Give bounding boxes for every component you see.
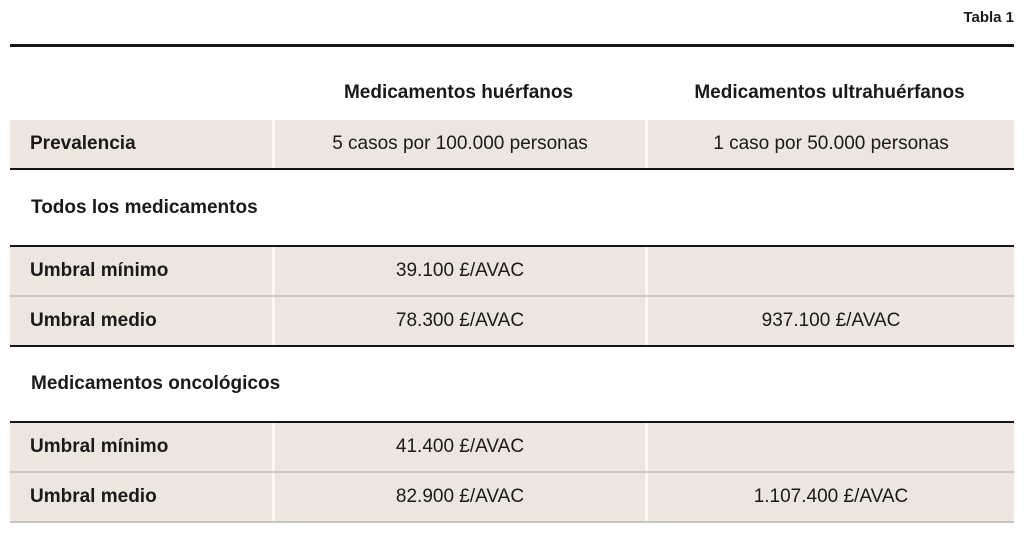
column-header-ultraorphan-drugs: Medicamentos ultrahuérfanos — [694, 82, 965, 103]
prevalence-orphan-value: 5 casos por 100.000 personas — [272, 120, 645, 168]
oncology-min-threshold-row: Umbral mínimo 41.400 £/AVAC — [10, 423, 1014, 471]
column-header-orphan-drugs: Medicamentos huérfanos — [343, 82, 574, 103]
table-content: Tabla 1 Medicamentos huérfanos Medicamen… — [10, 0, 1014, 523]
column-header-row: Medicamentos huérfanos Medicamentos ultr… — [10, 47, 1014, 120]
prevalence-ultraorphan-value: 1 caso por 50.000 personas — [645, 120, 1014, 168]
row-label-mid-threshold: Umbral medio — [30, 486, 157, 507]
rule-below-prevalence — [10, 168, 1014, 170]
prevalence-row: Prevalencia 5 casos por 100.000 personas… — [10, 120, 1014, 168]
all-drugs-mid-ultraorphan-value: 937.100 £/AVAC — [645, 297, 1014, 345]
row-label-prevalence: Prevalencia — [30, 133, 136, 154]
all-drugs-min-ultraorphan-value — [645, 247, 1014, 295]
row-label-min-threshold: Umbral mínimo — [30, 260, 169, 281]
oncology-min-orphan-value: 41.400 £/AVAC — [272, 423, 645, 471]
oncology-mid-orphan-value: 82.900 £/AVAC — [272, 473, 645, 521]
bottom-rule — [10, 521, 1014, 523]
row-label-mid-threshold: Umbral medio — [30, 310, 157, 331]
table-caption: Tabla 1 — [963, 9, 1014, 26]
row-label-min-threshold: Umbral mínimo — [30, 436, 169, 457]
top-rule — [10, 44, 1014, 47]
oncology-min-ultraorphan-value — [645, 423, 1014, 471]
oncology-mid-ultraorphan-value: 1.107.400 £/AVAC — [645, 473, 1014, 521]
all-drugs-mid-orphan-value: 78.300 £/AVAC — [272, 297, 645, 345]
oncology-mid-threshold-row: Umbral medio 82.900 £/AVAC 1.107.400 £/A… — [10, 471, 1014, 521]
rule-above-all-drugs-rows — [10, 245, 1014, 247]
rule-above-oncology-rows — [10, 421, 1014, 423]
all-drugs-min-threshold-row: Umbral mínimo 39.100 £/AVAC — [10, 247, 1014, 295]
all-drugs-min-orphan-value: 39.100 £/AVAC — [272, 247, 645, 295]
column-header-empty — [10, 104, 272, 120]
rule-below-all-drugs-rows — [10, 345, 1014, 347]
section-title-oncology-drugs: Medicamentos oncológicos — [31, 373, 281, 394]
section-title-all-drugs: Todos los medicamentos — [31, 196, 258, 218]
all-drugs-mid-threshold-row: Umbral medio 78.300 £/AVAC 937.100 £/AVA… — [10, 295, 1014, 345]
